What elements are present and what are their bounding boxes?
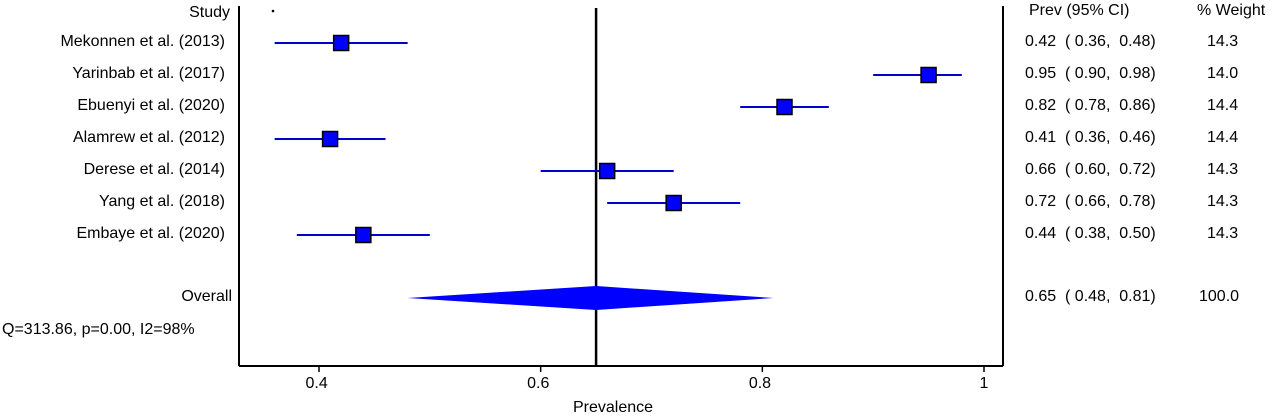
overall-weight: 100.0 (1199, 288, 1240, 305)
study-point-marker (920, 66, 937, 84)
study-weight: 14.3 (1207, 225, 1239, 242)
heterogeneity-statistics: Q=313.86, p=0.00, I2=98% (2, 321, 195, 338)
study-ci-text: 0.72 ( 0.66, 0.78) (1025, 193, 1156, 210)
study-weight: 14.3 (1207, 193, 1239, 210)
estimate-column-header: Prev (95% CI) (1029, 2, 1130, 19)
overall-ci-text: 0.65 ( 0.48, 0.81) (1025, 288, 1156, 305)
study-point-marker (665, 194, 682, 212)
study-weight: 14.3 (1207, 33, 1239, 50)
study-label: Ebuenyi et al. (2020) (77, 97, 225, 114)
study-ci-text: 0.42 ( 0.36, 0.48) (1025, 33, 1156, 50)
overall-diamond (407, 286, 774, 310)
study-label: Yarinbab et al. (2017) (72, 65, 225, 82)
x-tick-label: 0.4 (305, 375, 328, 392)
study-ci-text: 0.66 ( 0.60, 0.72) (1025, 161, 1156, 178)
x-tick-label: 0.8 (748, 375, 772, 392)
study-point-marker (321, 130, 339, 148)
study-weight: 14.3 (1207, 161, 1239, 178)
study-weight: 14.4 (1207, 129, 1239, 146)
study-label: Alamrew et al. (2012) (72, 129, 225, 146)
study-label: Embaye et al. (2020) (76, 225, 225, 242)
x-tick-label: 1 (979, 375, 989, 392)
study-ci-text: 0.41 ( 0.36, 0.46) (1025, 129, 1156, 146)
study-point-marker (355, 226, 372, 244)
study-point-marker (598, 162, 616, 180)
study-weight: 14.0 (1207, 65, 1239, 82)
study-label: Mekonnen et al. (2013) (60, 33, 225, 50)
study-point-marker (332, 34, 350, 52)
study-ci-text: 0.82 ( 0.78, 0.86) (1025, 97, 1156, 114)
study-label: Yang et al. (2018) (98, 193, 225, 210)
study-point-marker (776, 98, 793, 116)
study-ci-text: 0.95 ( 0.90, 0.98) (1025, 65, 1156, 82)
header-dot (271, 9, 275, 13)
study-label: Derese et al. (2014) (83, 161, 225, 178)
study-column-header: Study (189, 4, 230, 21)
overall-label: Overall (181, 288, 232, 305)
x-axis-label: Prevalence (573, 399, 654, 416)
x-tick-label: 0.6 (527, 375, 550, 392)
study-ci-text: 0.44 ( 0.38, 0.50) (1025, 225, 1156, 242)
study-weight: 14.4 (1207, 97, 1239, 114)
weight-column-header: % Weight (1197, 2, 1266, 19)
